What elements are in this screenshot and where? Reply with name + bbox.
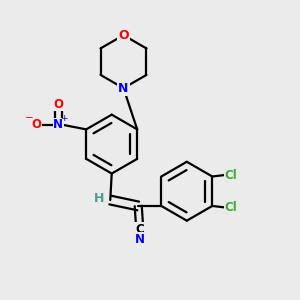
Text: N: N [53, 118, 63, 131]
Text: +: + [60, 114, 68, 123]
Text: H: H [94, 192, 104, 205]
Text: −: − [25, 113, 34, 124]
Text: O: O [53, 98, 63, 111]
Text: Cl: Cl [224, 169, 237, 182]
Text: N: N [118, 82, 129, 95]
Text: N: N [135, 233, 145, 246]
Text: O: O [31, 118, 41, 131]
Text: O: O [118, 29, 129, 42]
Text: Cl: Cl [224, 201, 237, 214]
Text: C: C [135, 223, 144, 236]
